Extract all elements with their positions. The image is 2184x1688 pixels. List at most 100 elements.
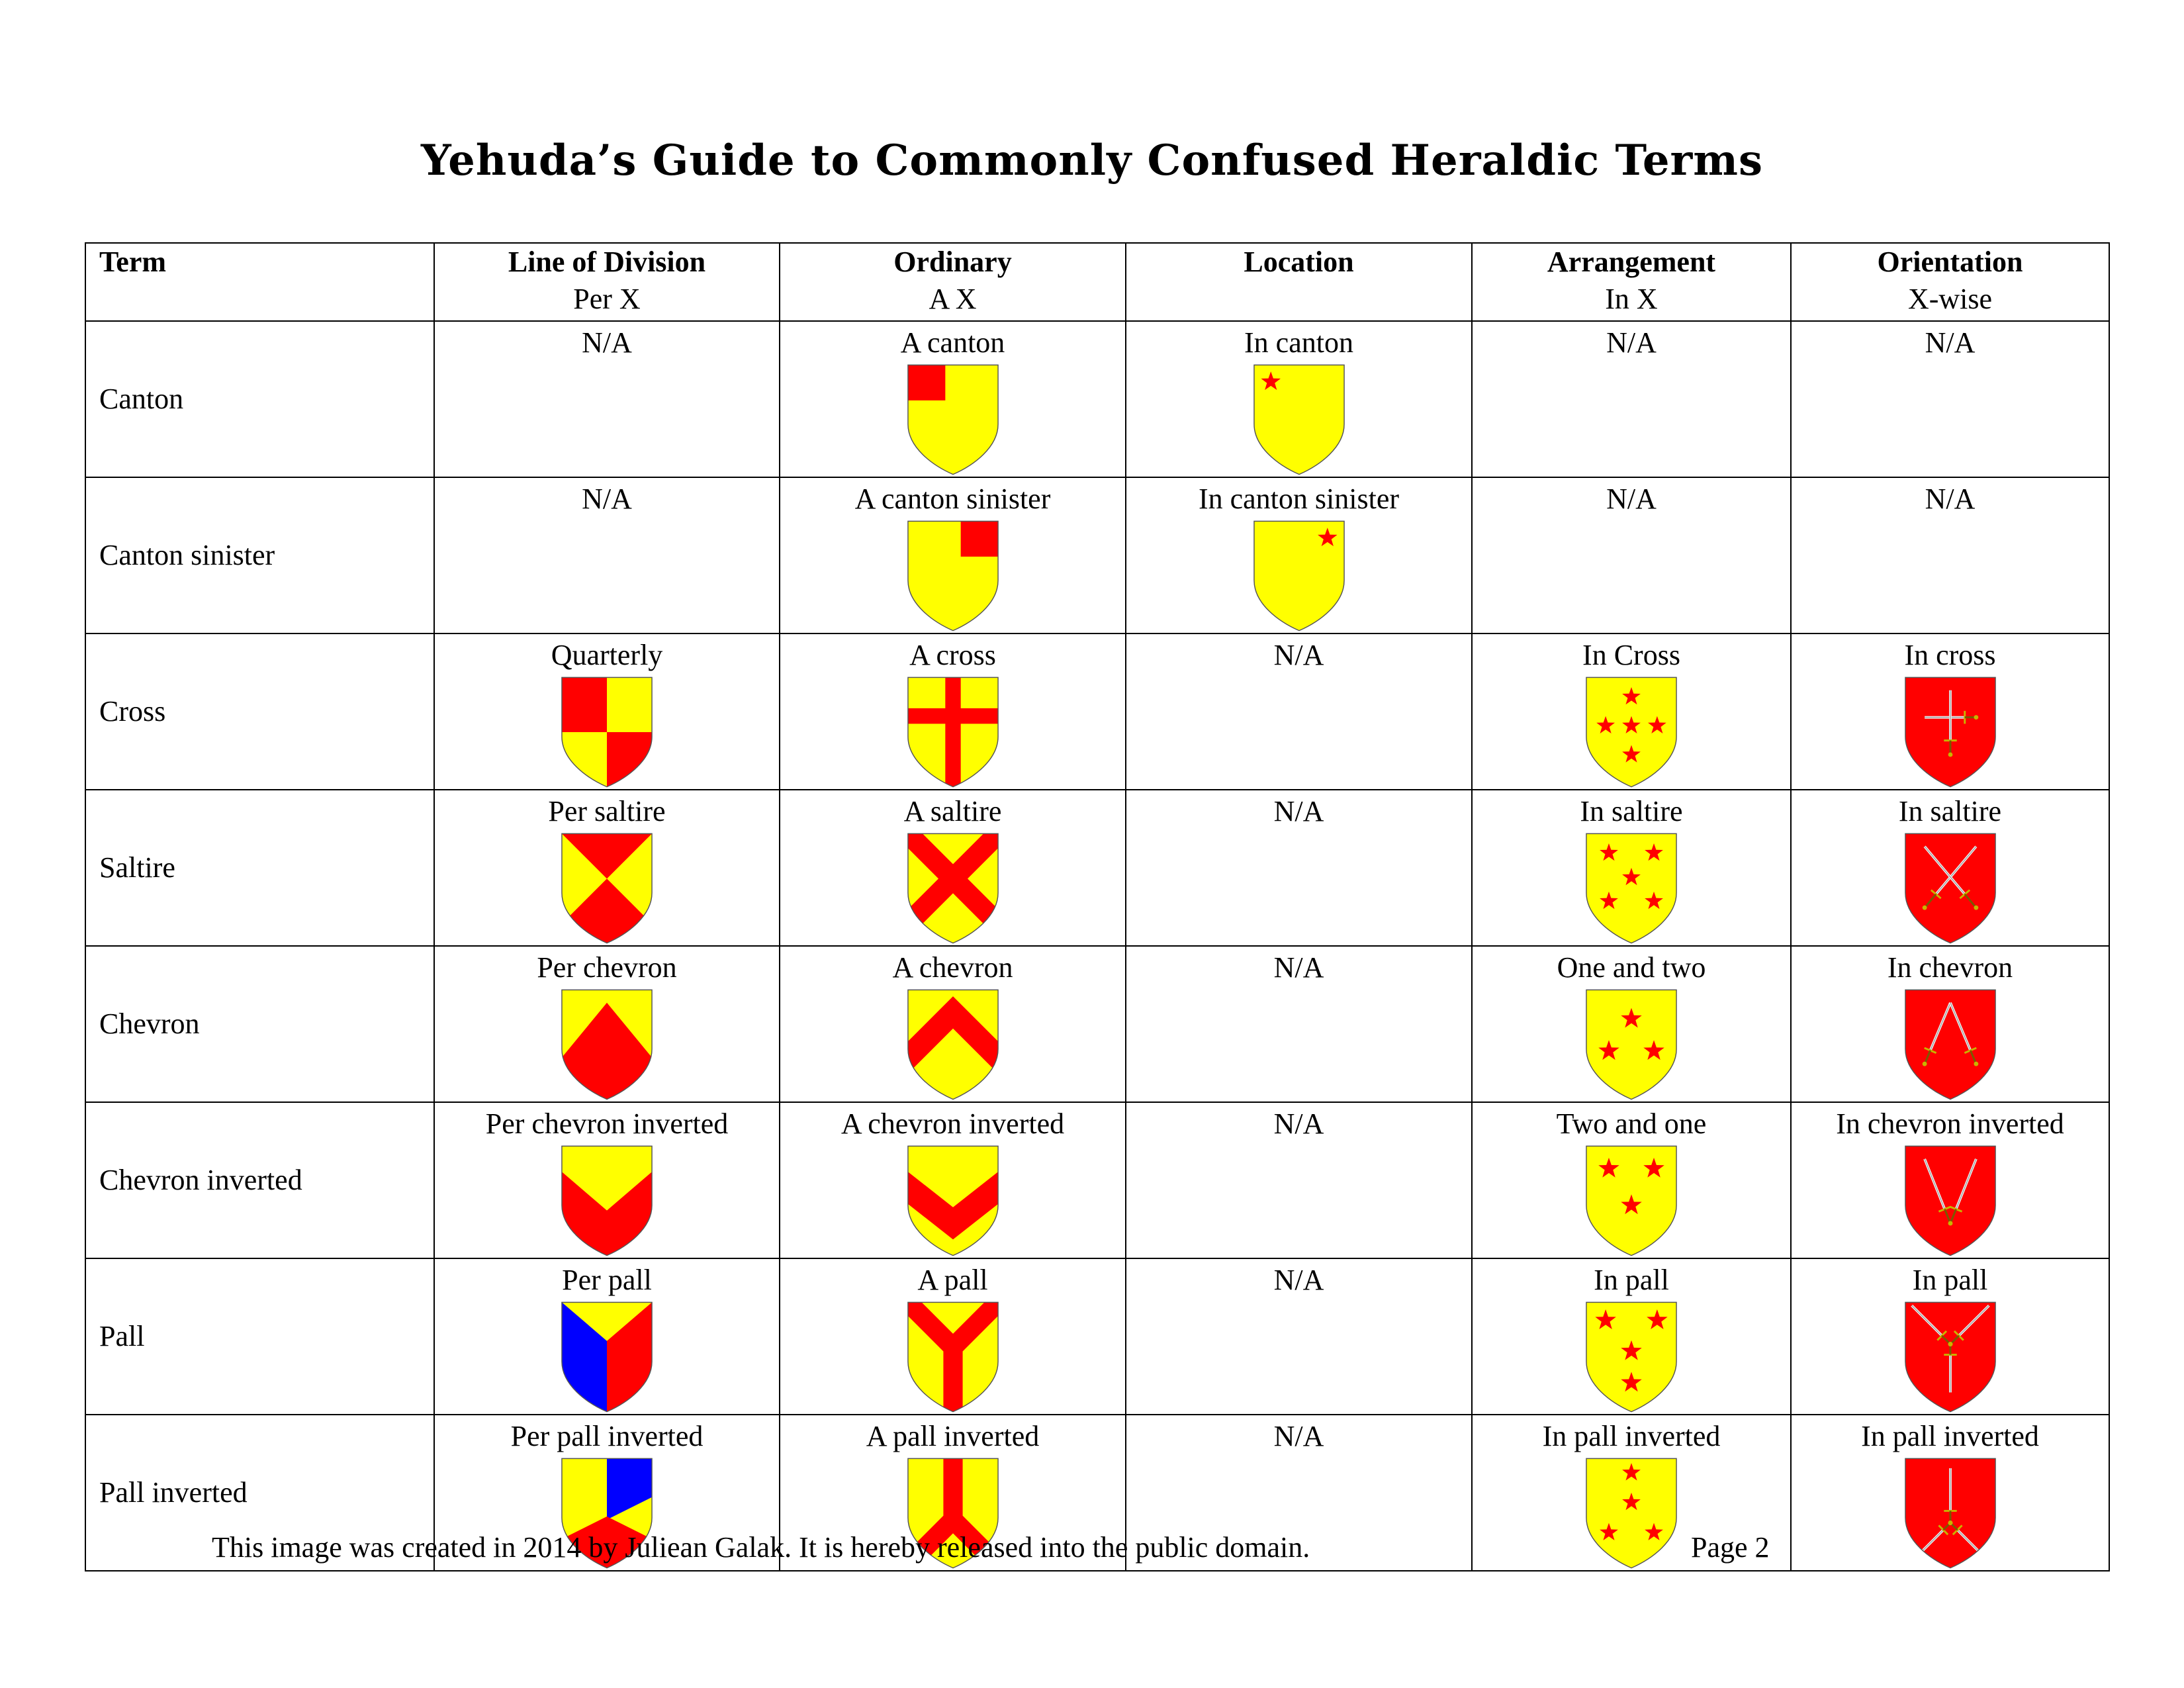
arrangement-cell: Two and one bbox=[1471, 1102, 1792, 1259]
cell-label: In cross bbox=[1904, 639, 1996, 671]
swords-in-chevron-inverted-shield-icon bbox=[1792, 1144, 2109, 1258]
location-cell: N/A bbox=[1125, 633, 1473, 790]
ordinary-cell: A canton sinister bbox=[779, 477, 1126, 634]
cell-label: N/A bbox=[1273, 1420, 1324, 1452]
cell-label: Per pall inverted bbox=[510, 1420, 704, 1452]
header-sub: In X bbox=[1605, 283, 1658, 315]
swords-in-pall-shield-icon bbox=[1792, 1300, 2109, 1414]
chevron-shield-icon bbox=[780, 988, 1125, 1102]
term-cell: Canton bbox=[85, 320, 435, 478]
line-cell: Per saltire bbox=[433, 789, 780, 947]
ordinary-cell: A saltire bbox=[779, 789, 1126, 947]
header-name: Arrangement bbox=[1547, 246, 1716, 278]
line-cell: Quarterly bbox=[433, 633, 780, 790]
line-cell: N/A bbox=[433, 320, 780, 478]
ordinary-cell: A canton bbox=[779, 320, 1126, 478]
swords-in-pall-inverted-shield-icon bbox=[1792, 1456, 2109, 1570]
header-name: Ordinary bbox=[893, 246, 1012, 278]
term-cell: Chevron inverted bbox=[85, 1102, 435, 1259]
header-name: Orientation bbox=[1877, 246, 2023, 278]
cell-label: Per pall bbox=[562, 1264, 652, 1296]
per-pall-shield-icon bbox=[435, 1300, 779, 1414]
cell-label: N/A bbox=[1273, 1107, 1324, 1140]
cell-label: A pall inverted bbox=[866, 1420, 1040, 1452]
cell-label: In pall inverted bbox=[1861, 1420, 2039, 1452]
cell-label: In Cross bbox=[1582, 639, 1680, 671]
saltire-shield-icon bbox=[780, 831, 1125, 945]
cell-label: N/A bbox=[1925, 483, 1976, 515]
swords-in-saltire-shield-icon bbox=[1792, 831, 2109, 945]
row-cross: Cross Quarterly A cross N/A In Cross In … bbox=[85, 633, 2110, 790]
swords-in-cross-shield-icon bbox=[1792, 675, 2109, 789]
arrangement-cell: N/A bbox=[1471, 477, 1792, 634]
cell-label: A chevron bbox=[892, 951, 1013, 984]
cell-label: Per saltire bbox=[548, 795, 666, 827]
stars-in-pall-shield-icon bbox=[1473, 1300, 1790, 1414]
term-cell: Canton sinister bbox=[85, 477, 435, 634]
header-orientation: Orientation X-wise bbox=[1790, 242, 2110, 322]
ordinary-cell: A cross bbox=[779, 633, 1126, 790]
cell-label: N/A bbox=[1273, 795, 1324, 827]
ordinary-cell: A pall bbox=[779, 1258, 1126, 1415]
cell-label: In canton sinister bbox=[1198, 483, 1400, 515]
arrangement-cell: In pall inverted bbox=[1471, 1414, 1792, 1571]
header-arrangement: Arrangement In X bbox=[1471, 242, 1792, 322]
cell-label: N/A bbox=[582, 483, 632, 515]
per-pall-inverted-shield-icon bbox=[435, 1456, 779, 1570]
per-saltire-shield-icon bbox=[435, 831, 779, 945]
term-cell: Pall inverted bbox=[85, 1414, 435, 1571]
arrangement-cell: One and two bbox=[1471, 945, 1792, 1103]
chevron-inverted-shield-icon bbox=[780, 1144, 1125, 1258]
location-cell: In canton sinister bbox=[1125, 477, 1473, 634]
orientation-cell: In chevron inverted bbox=[1790, 1102, 2110, 1259]
term-cell: Cross bbox=[85, 633, 435, 790]
ordinary-cell: A chevron bbox=[779, 945, 1126, 1103]
ordinary-cell: A pall inverted bbox=[779, 1414, 1126, 1571]
line-cell: Per pall bbox=[433, 1258, 780, 1415]
location-cell: N/A bbox=[1125, 1258, 1473, 1415]
cell-label: N/A bbox=[1273, 1264, 1324, 1296]
line-cell: Per pall inverted bbox=[433, 1414, 780, 1571]
arrangement-cell: N/A bbox=[1471, 320, 1792, 478]
stars-in-cross-shield-icon bbox=[1473, 675, 1790, 789]
cross-shield-icon bbox=[780, 675, 1125, 789]
cell-label: A cross bbox=[909, 639, 996, 671]
orientation-cell: In pall inverted bbox=[1790, 1414, 2110, 1571]
header-ordinary: Ordinary A X bbox=[779, 242, 1126, 322]
cell-label: Per chevron bbox=[537, 951, 677, 984]
pall-shield-icon bbox=[780, 1300, 1125, 1414]
row-chevron-inverted: Chevron inverted Per chevron inverted A … bbox=[85, 1102, 2110, 1259]
canton-sinister-shield-icon bbox=[780, 519, 1125, 633]
footer-credit: This image was created in 2014 by Juliea… bbox=[212, 1531, 1310, 1564]
star-in-canton-shield-icon bbox=[1126, 363, 1471, 477]
header-line-of-division: Line of Division Per X bbox=[433, 242, 780, 322]
cell-label: In chevron bbox=[1887, 951, 2013, 984]
canton-shield-icon bbox=[780, 363, 1125, 477]
cell-label: In saltire bbox=[1898, 795, 2002, 827]
cell-label: Quarterly bbox=[551, 639, 663, 671]
orientation-cell: In pall bbox=[1790, 1258, 2110, 1415]
location-cell: N/A bbox=[1125, 945, 1473, 1103]
orientation-cell: N/A bbox=[1790, 320, 2110, 478]
cell-label: In pall bbox=[1594, 1264, 1669, 1296]
row-canton-sinister: Canton sinister N/A A canton sinister In… bbox=[85, 477, 2110, 634]
cell-label: Per chevron inverted bbox=[485, 1107, 729, 1140]
line-cell: N/A bbox=[433, 477, 780, 634]
cell-label: In saltire bbox=[1580, 795, 1683, 827]
row-pall: Pall Per pall A pall N/A In pall In pall bbox=[85, 1258, 2110, 1415]
orientation-cell: In chevron bbox=[1790, 945, 2110, 1103]
orientation-cell: In cross bbox=[1790, 633, 2110, 790]
arrangement-cell: In Cross bbox=[1471, 633, 1792, 790]
arrangement-cell: In pall bbox=[1471, 1258, 1792, 1415]
term-cell: Pall bbox=[85, 1258, 435, 1415]
stars-in-saltire-shield-icon bbox=[1473, 831, 1790, 945]
header-sub: A X bbox=[929, 283, 977, 315]
line-cell: Per chevron inverted bbox=[433, 1102, 780, 1259]
row-pall-inverted: Pall inverted Per pall inverted A pall i… bbox=[85, 1414, 2110, 1571]
orientation-cell: In saltire bbox=[1790, 789, 2110, 947]
header-row: Term Line of Division Per X Ordinary A X… bbox=[85, 242, 2110, 322]
orientation-cell: N/A bbox=[1790, 477, 2110, 634]
cell-label: N/A bbox=[1925, 326, 1976, 359]
per-chevron-inverted-shield-icon bbox=[435, 1144, 779, 1258]
pall-inverted-shield-icon bbox=[780, 1456, 1125, 1570]
